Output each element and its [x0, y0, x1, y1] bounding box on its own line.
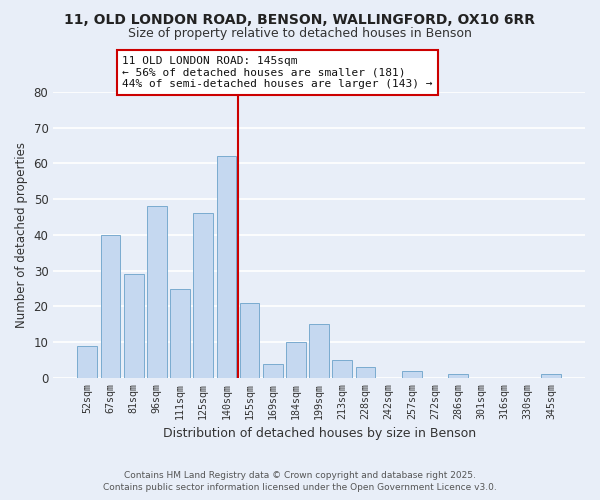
Bar	[147, 206, 167, 378]
Bar	[541, 374, 561, 378]
X-axis label: Distribution of detached houses by size in Benson: Distribution of detached houses by size …	[163, 427, 476, 440]
Text: Size of property relative to detached houses in Benson: Size of property relative to detached ho…	[128, 28, 472, 40]
Bar	[263, 364, 283, 378]
Bar	[193, 214, 213, 378]
Bar	[240, 303, 259, 378]
Text: 11 OLD LONDON ROAD: 145sqm
← 56% of detached houses are smaller (181)
44% of sem: 11 OLD LONDON ROAD: 145sqm ← 56% of deta…	[122, 56, 433, 89]
Bar	[217, 156, 236, 378]
Bar	[101, 235, 121, 378]
Bar	[309, 324, 329, 378]
Text: 11, OLD LONDON ROAD, BENSON, WALLINGFORD, OX10 6RR: 11, OLD LONDON ROAD, BENSON, WALLINGFORD…	[65, 12, 536, 26]
Bar	[448, 374, 468, 378]
Bar	[402, 370, 422, 378]
Text: Contains HM Land Registry data © Crown copyright and database right 2025.
Contai: Contains HM Land Registry data © Crown c…	[103, 471, 497, 492]
Y-axis label: Number of detached properties: Number of detached properties	[15, 142, 28, 328]
Bar	[77, 346, 97, 378]
Bar	[332, 360, 352, 378]
Bar	[356, 367, 376, 378]
Bar	[286, 342, 306, 378]
Bar	[124, 274, 143, 378]
Bar	[170, 288, 190, 378]
